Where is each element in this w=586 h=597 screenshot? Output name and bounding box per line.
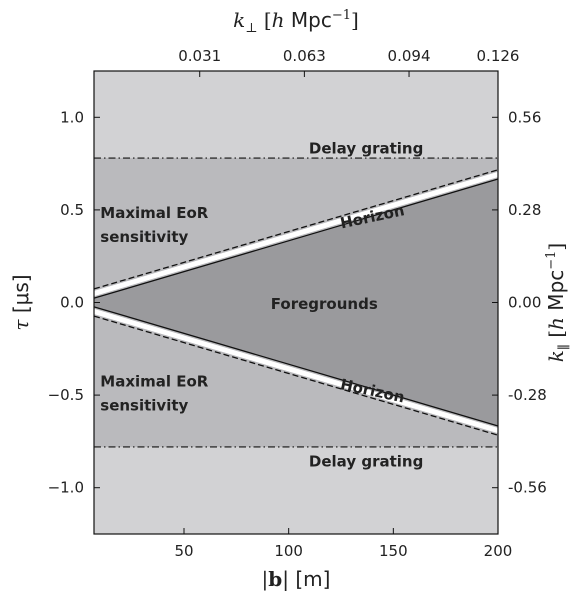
annotation-delay-grating-bottom: Delay grating	[309, 452, 423, 470]
annotation-eor-bottom-line1: Maximal EoR	[100, 373, 209, 391]
right-tick-label: -0.56	[508, 479, 547, 497]
x-tick-label: 200	[484, 542, 513, 560]
top-tick-label: 0.094	[388, 47, 431, 65]
horizon-buffer-white-top	[93, 172, 499, 296]
annotation-foregrounds: Foregrounds	[271, 295, 378, 313]
top-axis-label: k⊥ [h Mpc−1]	[233, 8, 359, 36]
top-tick-label: 0.063	[283, 47, 326, 65]
annotation-delay-grating-top: Delay grating	[309, 139, 423, 157]
horizon-line-top	[93, 178, 499, 299]
y-tick-label: 0.5	[60, 201, 84, 219]
horizon-buffer-line-top	[93, 169, 499, 290]
right-axis-label: k∥ [h Mpc−1]	[544, 243, 572, 363]
top-tick-label: 0.126	[477, 47, 520, 65]
axis-ticks: 50 100 150 200 −1.0 −0.5 0.0 0.5 1.0 0.031 0.063 0.…	[48, 47, 547, 560]
horizon-line-bottom	[93, 306, 499, 427]
annotation-eor-top-line2: sensitivity	[100, 228, 188, 246]
right-tick-label: 0.56	[508, 108, 541, 126]
x-axis-label: |b| [m]	[262, 567, 331, 592]
y-axis-label: τ [μs]	[9, 274, 33, 330]
x-tick-label: 50	[174, 542, 193, 560]
y-tick-label: −1.0	[48, 479, 84, 497]
plot-lines	[93, 157, 499, 448]
right-tick-label: 0.00	[508, 294, 541, 312]
x-tick-label: 150	[379, 542, 408, 560]
right-tick-label: -0.28	[508, 386, 547, 404]
annotation-eor-top-line1: Maximal EoR	[100, 204, 209, 222]
y-tick-label: −0.5	[48, 386, 84, 404]
annotation-eor-bottom-line2: sensitivity	[100, 397, 188, 415]
plot-regions	[94, 71, 498, 534]
x-tick-label: 100	[274, 542, 303, 560]
top-tick-label: 0.031	[178, 47, 221, 65]
horizon-buffer-white-bottom	[93, 309, 499, 433]
right-tick-label: 0.28	[508, 201, 541, 219]
foreground-wedge	[94, 179, 498, 426]
y-tick-label: 0.0	[60, 294, 84, 312]
horizon-buffer-line-bottom	[93, 315, 499, 436]
y-tick-label: 1.0	[60, 108, 84, 126]
